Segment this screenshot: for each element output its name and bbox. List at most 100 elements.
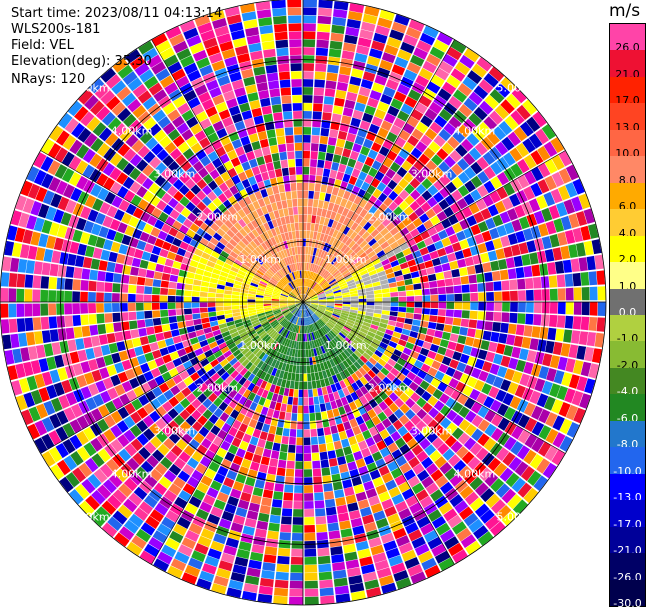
radar-gate <box>267 531 279 540</box>
radar-gate <box>279 452 287 460</box>
radar-gate <box>271 0 285 9</box>
radar-gate <box>291 191 297 199</box>
radar-gate <box>184 309 192 315</box>
radar-gate <box>312 461 320 469</box>
radar-gate <box>447 253 456 262</box>
radar-gate <box>42 330 51 343</box>
radar-gate <box>486 292 494 301</box>
radar-gate <box>310 429 317 437</box>
radar-gate <box>252 454 261 463</box>
radar-gate <box>445 278 453 286</box>
radar-gate <box>263 449 272 458</box>
radar-gate <box>389 282 397 288</box>
radar-gate <box>292 87 302 95</box>
radar-gate <box>309 175 315 183</box>
radar-gate <box>276 128 285 137</box>
radar-gate <box>248 297 256 300</box>
radar-gate <box>321 411 328 419</box>
radar-gate <box>406 313 414 319</box>
radar-gate <box>72 291 80 302</box>
radar-gate <box>319 144 327 152</box>
radar-gate <box>307 373 311 381</box>
radar-gate <box>281 160 288 168</box>
radar-gate <box>522 337 531 349</box>
radar-gate <box>290 381 295 389</box>
radar-gate <box>176 290 184 296</box>
radar-gate <box>274 588 288 597</box>
radar-gate <box>407 302 415 307</box>
radar-gate <box>303 63 314 71</box>
radar-gate <box>415 296 423 302</box>
radar-gate <box>276 572 289 581</box>
radar-gate <box>332 113 342 122</box>
radar-gate <box>275 169 282 178</box>
radar-gate <box>319 580 333 589</box>
radar-gate <box>555 329 564 342</box>
radar-gate <box>278 548 290 556</box>
radar-gate <box>224 298 232 302</box>
radar-gate <box>517 313 525 324</box>
radar-gate <box>153 279 161 287</box>
radar-gate <box>542 289 550 301</box>
radar-gate <box>279 411 286 419</box>
radar-gate <box>267 73 278 82</box>
radar-gate <box>283 428 290 436</box>
radar-gate <box>200 297 208 302</box>
radar-gate <box>571 258 580 272</box>
radar-gate <box>17 274 26 288</box>
radar-gate <box>295 373 299 381</box>
radar-gate <box>412 320 420 327</box>
radar-gate <box>145 319 154 327</box>
radar-gate <box>269 88 280 97</box>
radar-gate <box>502 291 510 301</box>
radar-gate <box>304 421 310 429</box>
radar-gate <box>343 300 351 302</box>
radar-gate <box>320 403 326 411</box>
radar-gate <box>312 453 320 461</box>
radar-gate <box>269 458 278 467</box>
radar-gate <box>128 303 136 311</box>
radar-gate <box>547 328 556 341</box>
radar-gate <box>82 326 91 337</box>
radar-gate <box>297 247 300 255</box>
radar-gate <box>296 445 303 453</box>
radar-gate <box>398 286 406 292</box>
radar-gate <box>446 286 454 293</box>
radar-gate <box>273 161 281 170</box>
radar-gate <box>193 319 201 325</box>
radar-gate <box>447 341 456 350</box>
radar-gate <box>276 40 289 49</box>
radar-gate <box>383 302 391 306</box>
radar-gate <box>200 308 208 313</box>
radar-gate <box>338 131 348 140</box>
radar-gate <box>299 390 303 398</box>
radar-gate <box>97 271 106 281</box>
radar-gate <box>391 302 399 306</box>
radar-gate <box>101 250 111 261</box>
radar-gate <box>105 323 114 333</box>
radar-gate <box>550 302 558 314</box>
radar-gate <box>289 167 296 175</box>
radar-gate <box>152 287 160 294</box>
radar-gate <box>486 302 494 311</box>
radar-gate <box>293 111 302 119</box>
radar-gate <box>273 112 283 121</box>
radar-gate <box>492 271 501 281</box>
radar-gate <box>96 292 104 302</box>
radar-gate <box>317 548 329 557</box>
radar-gate <box>303 215 307 223</box>
radar-gate <box>284 184 290 192</box>
radar-gate <box>138 268 147 277</box>
radar-gate <box>297 191 302 199</box>
radar-gate <box>298 199 303 207</box>
radar-gate <box>413 314 421 320</box>
radar-gate <box>330 425 338 434</box>
radar-gate <box>343 43 356 53</box>
radar-gate <box>303 183 309 191</box>
radar-gate <box>304 429 310 437</box>
radar-gate <box>589 271 598 285</box>
radar-gate <box>291 79 301 87</box>
radar-gate <box>338 513 349 522</box>
radar-gate <box>296 453 303 461</box>
radar-gate <box>292 231 296 239</box>
